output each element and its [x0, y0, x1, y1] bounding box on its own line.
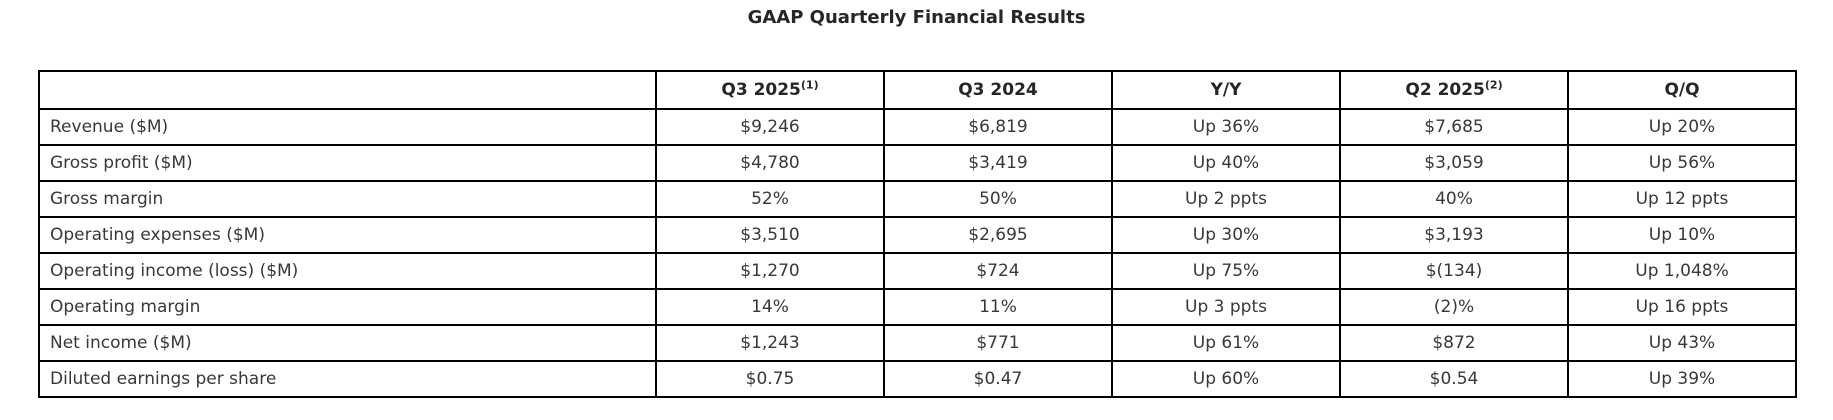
- value-cell: $0.75: [655, 360, 885, 398]
- value-cell: $0.47: [883, 360, 1113, 398]
- column-header-label: Q3 2025: [721, 80, 801, 100]
- column-header-q3-2025: Q3 2025(1): [655, 70, 885, 110]
- value-cell: $872: [1339, 324, 1569, 362]
- value-cell: Up 20%: [1567, 108, 1797, 146]
- row-label: Operating income (loss) ($M): [38, 252, 657, 290]
- column-header-qq: Q/Q: [1567, 70, 1797, 110]
- value-cell: $3,193: [1339, 216, 1569, 254]
- row-label: Diluted earnings per share: [38, 360, 657, 398]
- row-label: Net income ($M): [38, 324, 657, 362]
- value-cell: Up 2 ppts: [1111, 180, 1341, 218]
- value-cell: Up 56%: [1567, 144, 1797, 182]
- value-cell: $2,695: [883, 216, 1113, 254]
- value-cell: Up 43%: [1567, 324, 1797, 362]
- row-label: Operating margin: [38, 288, 657, 326]
- value-cell: Up 60%: [1111, 360, 1341, 398]
- table-row-net-income: Net income ($M) $1,243 $771 Up 61% $872 …: [38, 324, 1797, 362]
- value-cell: $724: [883, 252, 1113, 290]
- page-title: GAAP Quarterly Financial Results: [747, 7, 1086, 28]
- value-cell: $771: [883, 324, 1113, 362]
- corner-header-cell: [38, 70, 657, 110]
- column-header-label: Q/Q: [1664, 80, 1700, 100]
- value-cell: Up 75%: [1111, 252, 1341, 290]
- value-cell: 50%: [883, 180, 1113, 218]
- column-header-label: Q3 2024: [958, 80, 1038, 100]
- table-row-revenue: Revenue ($M) $9,246 $6,819 Up 36% $7,685…: [38, 108, 1797, 146]
- value-cell: $3,059: [1339, 144, 1569, 182]
- value-cell: Up 61%: [1111, 324, 1341, 362]
- value-cell: $1,270: [655, 252, 885, 290]
- value-cell: Up 10%: [1567, 216, 1797, 254]
- footnote-marker-2: (2): [1484, 78, 1503, 92]
- value-cell: $1,243: [655, 324, 885, 362]
- value-cell: Up 12 ppts: [1567, 180, 1797, 218]
- value-cell: $9,246: [655, 108, 885, 146]
- table-row-operating-expenses: Operating expenses ($M) $3,510 $2,695 Up…: [38, 216, 1797, 254]
- value-cell: 11%: [883, 288, 1113, 326]
- table-row-gross-margin: Gross margin 52% 50% Up 2 ppts 40% Up 12…: [38, 180, 1797, 218]
- column-header-yy: Y/Y: [1111, 70, 1341, 110]
- value-cell: $(134): [1339, 252, 1569, 290]
- value-cell: $6,819: [883, 108, 1113, 146]
- value-cell: $4,780: [655, 144, 885, 182]
- column-header-label: Q2 2025: [1405, 80, 1485, 100]
- value-cell: 40%: [1339, 180, 1569, 218]
- column-header-q2-2025: Q2 2025(2): [1339, 70, 1569, 110]
- table-row-operating-margin: Operating margin 14% 11% Up 3 ppts (2)% …: [38, 288, 1797, 326]
- gaap-quarterly-results-table: Q3 2025(1) Q3 2024 Y/Y Q2 2025(2) Q/Q Re…: [38, 70, 1797, 398]
- value-cell: $0.54: [1339, 360, 1569, 398]
- value-cell: $7,685: [1339, 108, 1569, 146]
- column-header-q3-2024: Q3 2024: [883, 70, 1113, 110]
- value-cell: Up 39%: [1567, 360, 1797, 398]
- value-cell: 52%: [655, 180, 885, 218]
- value-cell: Up 16 ppts: [1567, 288, 1797, 326]
- value-cell: Up 36%: [1111, 108, 1341, 146]
- value-cell: $3,510: [655, 216, 885, 254]
- table-header-row: Q3 2025(1) Q3 2024 Y/Y Q2 2025(2) Q/Q: [38, 70, 1797, 110]
- value-cell: Up 40%: [1111, 144, 1341, 182]
- row-label: Operating expenses ($M): [38, 216, 657, 254]
- footnote-marker-1: (1): [800, 78, 819, 92]
- row-label: Gross profit ($M): [38, 144, 657, 182]
- value-cell: 14%: [655, 288, 885, 326]
- value-cell: Up 3 ppts: [1111, 288, 1341, 326]
- row-label: Revenue ($M): [38, 108, 657, 146]
- value-cell: $3,419: [883, 144, 1113, 182]
- row-label: Gross margin: [38, 180, 657, 218]
- value-cell: Up 1,048%: [1567, 252, 1797, 290]
- table-row-gross-profit: Gross profit ($M) $4,780 $3,419 Up 40% $…: [38, 144, 1797, 182]
- column-header-label: Y/Y: [1210, 80, 1242, 100]
- table-row-diluted-eps: Diluted earnings per share $0.75 $0.47 U…: [38, 360, 1797, 398]
- table-row-operating-income: Operating income (loss) ($M) $1,270 $724…: [38, 252, 1797, 290]
- value-cell: (2)%: [1339, 288, 1569, 326]
- value-cell: Up 30%: [1111, 216, 1341, 254]
